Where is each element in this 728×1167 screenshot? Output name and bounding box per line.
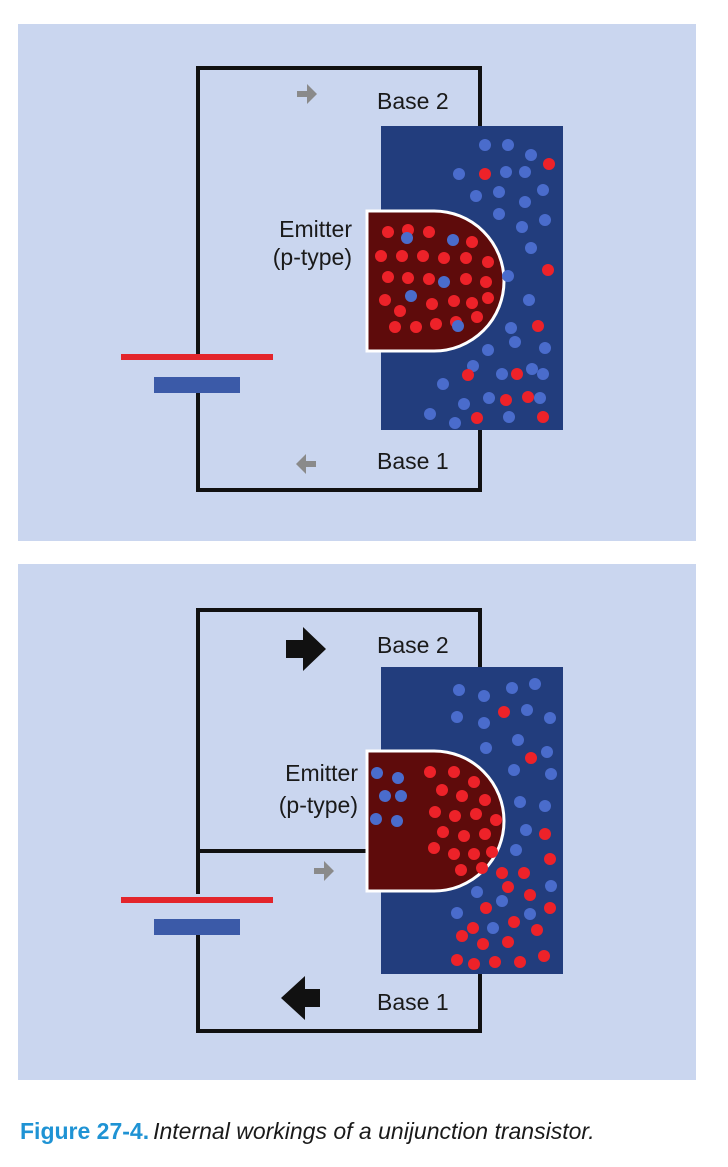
circuit-diagram-idle (121, 66, 563, 492)
emitter-label-line2: (p-type) (272, 244, 352, 270)
diagram-panel-idle: Emitter (p-type) Base 2 Base 1 (18, 24, 696, 541)
battery-icon (121, 897, 273, 935)
figure-caption-text: Internal workings of a unijunction trans… (153, 1118, 595, 1144)
base1-label: Base 1 (377, 989, 449, 1015)
base-holes (462, 158, 555, 424)
arrow-left-icon (296, 454, 316, 474)
base-holes (451, 706, 556, 970)
base2-label: Base 2 (377, 88, 449, 114)
arrow-right-icon (297, 84, 317, 104)
emitter-holes (375, 224, 494, 333)
circuit-wires (196, 608, 482, 1033)
emitter-label-line1: Emitter (285, 760, 358, 786)
arrow-right-icon (286, 627, 326, 671)
emitter-holes (424, 766, 502, 876)
diagram-panel-conducting: Emitter (p-type) Base 2 Base 1 (18, 564, 696, 1080)
emitter-electrons (401, 232, 464, 332)
battery-icon (121, 354, 273, 393)
emitter-electrons (370, 767, 407, 827)
base-electrons (424, 139, 551, 429)
base2-label: Base 2 (377, 632, 449, 658)
figure-number: Figure 27-4. (20, 1118, 150, 1144)
arrow-left-icon (281, 976, 320, 1020)
base1-label: Base 1 (377, 448, 449, 474)
circuit-wires (196, 66, 482, 492)
emitter-label-line2: (p-type) (278, 792, 358, 818)
arrow-right-icon (314, 861, 334, 881)
base-electrons (451, 678, 557, 934)
emitter-label-line1: Emitter (279, 216, 352, 242)
circuit-diagram-conducting (121, 608, 563, 1033)
figure-caption: Figure 27-4. Internal workings of a uniju… (20, 1118, 595, 1145)
